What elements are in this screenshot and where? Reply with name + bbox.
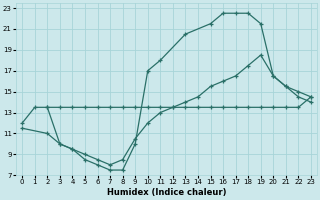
X-axis label: Humidex (Indice chaleur): Humidex (Indice chaleur) (107, 188, 226, 197)
